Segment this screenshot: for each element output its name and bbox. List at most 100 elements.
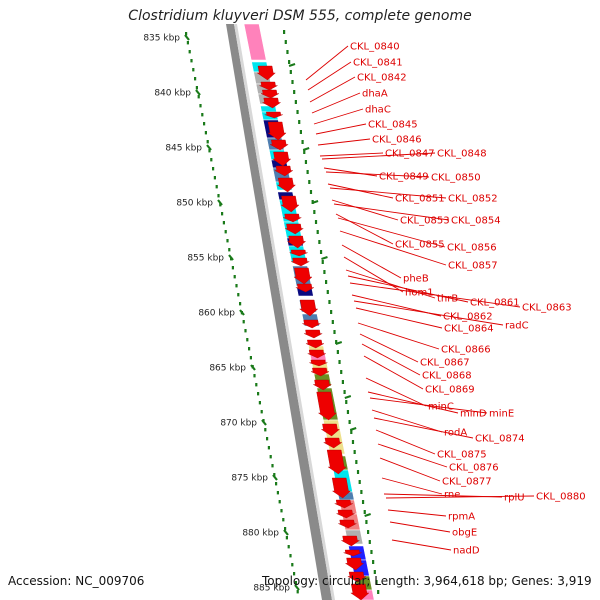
- scale-major-tick: [195, 89, 201, 96]
- track-dot: [284, 40, 287, 44]
- gene-arrow: [336, 509, 355, 519]
- scale-dot: [294, 581, 297, 585]
- scale-label: 865 kbp: [209, 364, 246, 374]
- scale-dot: [273, 473, 276, 477]
- gene-arrow: [323, 437, 343, 449]
- gene-arrow: [350, 583, 370, 600]
- label-leader-line: [375, 429, 436, 455]
- track-dot: [325, 280, 328, 284]
- label-leader-line: [317, 138, 371, 146]
- track-dot: [308, 180, 311, 184]
- gene-arrow-track: [256, 65, 370, 600]
- gene-arrow: [260, 89, 280, 99]
- gene-label: CKL_0866: [441, 345, 491, 356]
- track-dot: [341, 380, 344, 384]
- label-leader-line: [315, 123, 367, 135]
- gene-arrow: [283, 213, 302, 223]
- scale-label: 880 kbp: [242, 529, 279, 539]
- scale-dot: [289, 554, 292, 558]
- scale-dot: [188, 50, 191, 54]
- scale-dot: [222, 221, 225, 225]
- scale-dot: [246, 338, 249, 342]
- gene-label: nadD: [453, 546, 480, 557]
- gene-label: CKL_0880: [536, 492, 586, 503]
- label-leader-line: [339, 230, 447, 266]
- gene-label: minD: [460, 409, 487, 420]
- label-leader-line: [309, 76, 356, 103]
- label-leader-line: [377, 443, 448, 468]
- scale-dot: [255, 383, 258, 387]
- scale-dot: [221, 212, 224, 216]
- label-leader-line: [371, 409, 443, 433]
- scale-dot: [276, 491, 279, 495]
- gene-arrow: [295, 283, 314, 293]
- scale-dot: [248, 347, 251, 351]
- track-dot: [309, 190, 313, 194]
- gene-arrow: [316, 391, 337, 421]
- track-dot: [318, 240, 321, 244]
- track-dot: [356, 470, 360, 474]
- gene-label: obgE: [452, 528, 477, 539]
- scale-dot: [208, 149, 211, 153]
- gene-arrow: [276, 177, 296, 193]
- scale-dot: [291, 563, 294, 567]
- scale-label: 875 kbp: [231, 474, 268, 484]
- gene-arrow: [302, 319, 321, 329]
- label-leader-line: [329, 187, 447, 199]
- scale-dot: [285, 536, 288, 540]
- gene-label: pheB: [403, 274, 429, 285]
- label-leader-line: [373, 417, 474, 439]
- scale-dot: [264, 428, 267, 432]
- gene-label: CKL_0877: [442, 477, 492, 488]
- gene-label: rplU: [504, 493, 525, 504]
- scale-dot: [253, 374, 256, 378]
- track-dot: [293, 90, 296, 94]
- gene-arrow: [305, 339, 325, 349]
- scale-dot: [233, 275, 236, 279]
- label-leader-line: [365, 377, 427, 407]
- track-dot: [367, 530, 370, 534]
- label-leader-line: [331, 199, 399, 221]
- gene-label: CKL_0863: [522, 303, 572, 314]
- track-tick: [302, 147, 310, 151]
- track-dot: [336, 350, 339, 354]
- track-dot: [316, 230, 319, 234]
- gene-label: CKL_0856: [447, 243, 497, 254]
- track-tick: [364, 513, 371, 517]
- scale-label: 840 kbp: [154, 89, 191, 99]
- gene-label: CKL_0864: [444, 324, 494, 335]
- track-dot: [286, 50, 289, 54]
- track-dot: [351, 440, 355, 444]
- track-dot: [294, 100, 297, 104]
- track-dot: [355, 460, 358, 464]
- track-dot: [353, 450, 356, 454]
- track-dot: [289, 70, 292, 74]
- gene-arrow: [272, 151, 292, 167]
- scale-dot: [210, 158, 213, 162]
- gene-arrow: [344, 557, 365, 571]
- track-dot: [331, 320, 334, 324]
- label-leader-line: [335, 213, 394, 245]
- label-leader-line: [333, 203, 450, 221]
- scale-major-tick: [239, 309, 245, 316]
- scale-dot: [213, 176, 216, 180]
- inner-tick-track: [185, 30, 380, 594]
- label-leader-line: [337, 217, 446, 248]
- track-dot: [361, 500, 365, 504]
- gene-arrow: [285, 223, 304, 235]
- scale-dot: [239, 302, 242, 306]
- track-dot: [303, 150, 306, 154]
- gene-arrow: [259, 81, 278, 91]
- gene-label: CKL_0876: [449, 463, 499, 474]
- gene-label: CKL_0855: [395, 240, 445, 251]
- label-leader-line: [363, 355, 424, 390]
- gene-arrow: [326, 449, 347, 475]
- gene-arrow: [313, 379, 332, 391]
- scale-dot: [278, 500, 281, 504]
- gene-arrow: [310, 367, 330, 377]
- scale-dot: [260, 410, 263, 414]
- track-dot: [346, 410, 350, 414]
- gene-label: CKL_0848: [437, 149, 487, 160]
- track-tick: [321, 256, 328, 260]
- label-leader-line: [369, 397, 488, 414]
